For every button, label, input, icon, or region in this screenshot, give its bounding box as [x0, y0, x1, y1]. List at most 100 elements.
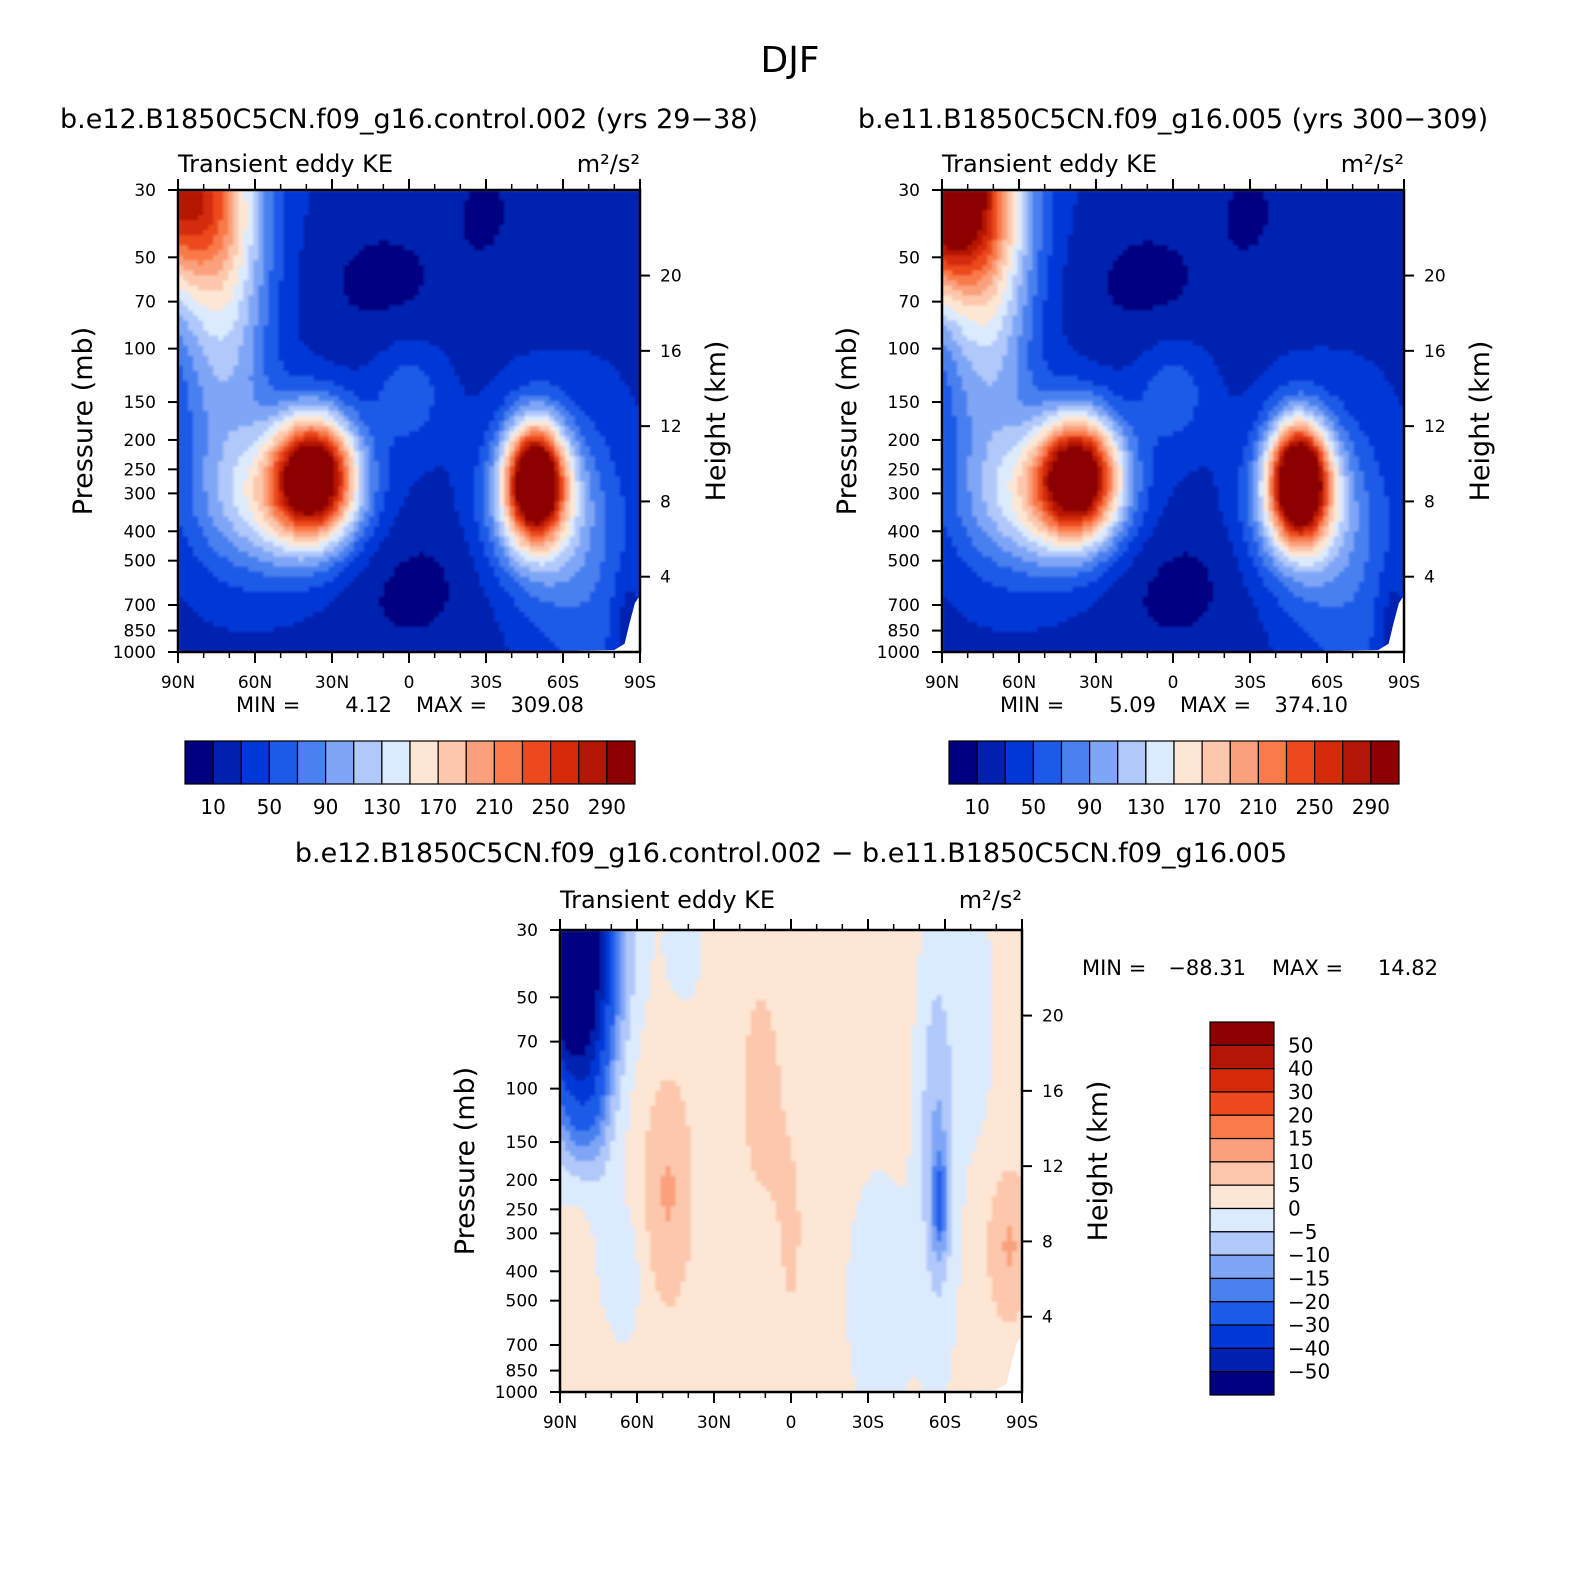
contour-cell — [424, 190, 430, 196]
contour-cell — [549, 315, 556, 322]
contour-cell — [434, 436, 440, 442]
contour-cell — [323, 350, 330, 357]
contour-cell — [544, 370, 551, 377]
contour-cell — [228, 190, 234, 196]
contour-cell — [213, 461, 219, 467]
contour-cell — [193, 410, 199, 417]
contour-cell — [193, 325, 199, 332]
contour-cell — [368, 255, 375, 261]
contour-cell — [429, 380, 435, 387]
contour-cell — [333, 260, 340, 266]
contour-cell — [614, 225, 621, 231]
contour-cell — [288, 421, 295, 427]
contour-cell — [323, 225, 330, 231]
contour-cell — [198, 415, 204, 422]
contour-cell — [368, 280, 375, 287]
contour-cell — [534, 315, 541, 322]
contour-cell — [178, 200, 184, 206]
contour-cell — [604, 431, 611, 437]
contour-cell — [474, 300, 480, 307]
contour-cell — [519, 205, 526, 211]
contour-cell — [353, 335, 360, 342]
contour-cell — [474, 200, 480, 206]
contour-cell — [303, 255, 310, 261]
contour-cell — [403, 340, 410, 347]
contour-cell — [624, 431, 631, 437]
contour-cell — [373, 250, 380, 256]
contour-cell — [469, 245, 475, 251]
contour-cell — [459, 395, 465, 402]
contour-cell — [414, 315, 420, 322]
contour-cell — [238, 461, 244, 467]
contour-cell — [409, 365, 415, 372]
contour-cell — [363, 360, 370, 367]
contour-cell — [348, 225, 355, 231]
contour-cell — [313, 235, 320, 241]
contour-cell — [208, 360, 214, 367]
contour-cell — [474, 451, 480, 457]
contour-cell — [393, 230, 400, 236]
contour-cell — [383, 315, 390, 322]
contour-cell — [619, 360, 626, 367]
contour-cell — [198, 446, 204, 452]
contour-cell — [539, 385, 546, 392]
contour-cell — [363, 325, 370, 332]
contour-cell — [188, 220, 194, 226]
contour-cell — [358, 441, 365, 447]
contour-cell — [534, 310, 541, 317]
contour-cell — [343, 205, 350, 211]
contour-cell — [313, 215, 320, 221]
contour-cell — [263, 210, 269, 216]
contour-cell — [208, 446, 214, 452]
contour-cell — [514, 385, 521, 392]
contour-cell — [218, 355, 224, 362]
contour-cell — [634, 456, 640, 462]
contour-cell — [233, 245, 239, 251]
contour-cell — [504, 405, 511, 412]
contour-cell — [398, 230, 405, 236]
contour-cell — [584, 270, 591, 276]
contour-cell — [403, 456, 410, 462]
contour-cell — [624, 410, 631, 417]
contour-cell — [253, 285, 259, 292]
contour-cell — [614, 365, 621, 372]
contour-cell — [589, 446, 596, 452]
contour-cell — [624, 456, 631, 462]
contour-cell — [183, 360, 189, 367]
contour-cell — [539, 390, 546, 397]
contour-cell — [268, 220, 275, 226]
contour-cell — [238, 200, 244, 206]
contour-cell — [343, 255, 350, 261]
contour-cell — [614, 320, 621, 327]
contour-cell — [539, 405, 546, 412]
contour-cell — [323, 345, 330, 352]
contour-cell — [624, 260, 631, 266]
contour-cell — [609, 325, 616, 332]
contour-cell — [459, 225, 465, 231]
contour-cell — [624, 285, 631, 292]
contour-cell — [519, 190, 526, 196]
contour-cell — [559, 441, 566, 447]
contour-cell — [604, 230, 611, 236]
contour-cell — [308, 315, 315, 322]
contour-cell — [599, 355, 606, 362]
contour-cell — [484, 340, 490, 347]
contour-cell — [403, 285, 410, 292]
contour-cell — [619, 421, 626, 427]
contour-cell — [308, 456, 315, 462]
contour-cell — [444, 290, 450, 297]
contour-cell — [303, 290, 310, 297]
contour-cell — [469, 240, 475, 246]
contour-cell — [419, 380, 425, 387]
contour-cell — [614, 325, 621, 332]
contour-cell — [368, 320, 375, 327]
contour-cell — [569, 330, 576, 337]
contour-cell — [353, 225, 360, 231]
contour-cell — [198, 441, 204, 447]
contour-cell — [388, 255, 395, 261]
contour-cell — [529, 400, 536, 407]
contour-cell — [624, 200, 631, 206]
contour-cell — [318, 365, 325, 372]
contour-cell — [193, 195, 199, 201]
contour-cell — [539, 410, 546, 417]
